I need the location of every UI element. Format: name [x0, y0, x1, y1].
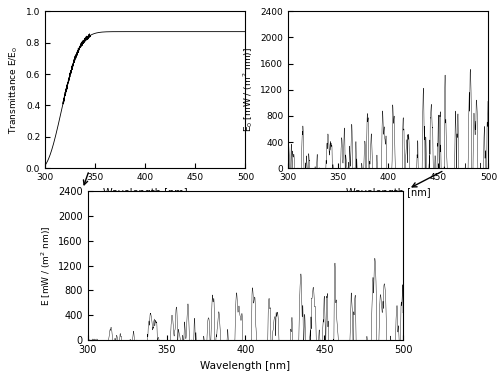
X-axis label: Wavelength [nm]: Wavelength [nm] — [103, 188, 187, 198]
Y-axis label: E$_0$ [mW / (m$^2$ nm)]: E$_0$ [mW / (m$^2$ nm)] — [241, 47, 255, 132]
Y-axis label: E [mW / (m$^2$ nm)]: E [mW / (m$^2$ nm)] — [39, 225, 53, 306]
Y-axis label: Transmittance E/E$_0$: Transmittance E/E$_0$ — [8, 46, 21, 134]
X-axis label: Wavelength [nm]: Wavelength [nm] — [200, 361, 291, 371]
X-axis label: Wavelength [nm]: Wavelength [nm] — [346, 188, 430, 198]
